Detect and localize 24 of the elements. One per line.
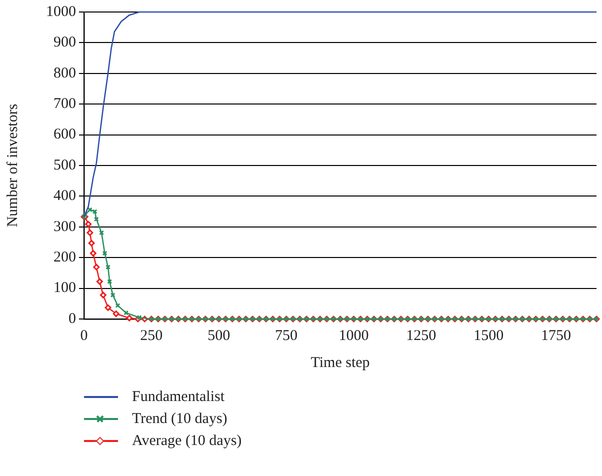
x-tick-label: 1000 (338, 328, 369, 344)
x-tick-label: 750 (275, 328, 298, 344)
y-tick-label: 1000 (46, 4, 76, 20)
y-tick-label: 700 (54, 96, 76, 112)
x-tick-label: 0 (80, 328, 88, 344)
y-tick-label: 400 (54, 188, 76, 204)
x-tick-label: 1750 (541, 328, 572, 344)
legend-label: Fundamentalist (132, 388, 224, 406)
y-tick-label: 500 (54, 157, 76, 174)
y-tick-label: 0 (68, 310, 76, 327)
y-tick-label: 300 (54, 218, 76, 235)
legend-label: Trend (10 days) (132, 410, 228, 428)
legend-label: Average (10 days) (132, 432, 242, 450)
x-tick-label: 250 (140, 328, 163, 344)
y-tick-label: 800 (54, 65, 76, 82)
y-tick-label: 600 (54, 126, 76, 143)
x-axis-title: Time step (310, 354, 370, 371)
x-tick-label: 500 (208, 328, 230, 344)
y-tick-label: 900 (54, 34, 76, 51)
y-axis-title: Number of investors (4, 104, 21, 228)
x-tick-label: 1500 (474, 328, 504, 344)
y-tick-label: 200 (54, 250, 76, 266)
y-tick-label: 100 (54, 280, 76, 296)
x-tick-label: 1250 (406, 328, 436, 344)
